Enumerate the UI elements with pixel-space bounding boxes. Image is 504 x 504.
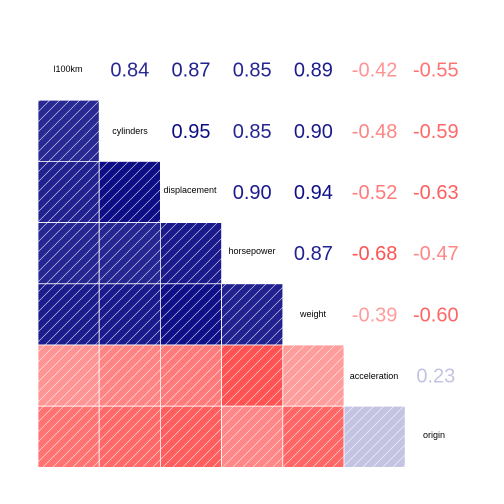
- coef-horsepower-weight: 0.87: [294, 243, 333, 265]
- cell-hatching: [99, 161, 161, 223]
- cell-hatching: [38, 345, 100, 407]
- coef-acceleration-origin: 0.23: [416, 366, 455, 388]
- diagonal-label-weight: weight: [299, 309, 327, 319]
- diagonal-label-cylinders: cylinders: [112, 126, 148, 136]
- cell-hatching: [99, 406, 161, 468]
- coef-l100km-acceleration: -0.42: [352, 60, 398, 82]
- cell-acceleration-horsepower: [221, 344, 284, 407]
- cell-hatching: [38, 283, 100, 345]
- coef-weight-origin: -0.60: [413, 304, 459, 326]
- diagonal-labels: l100km cylinders displacement horsepower…: [53, 64, 445, 440]
- cell-weight-l100km: [37, 283, 100, 346]
- cell-displacement-cylinders: [98, 160, 161, 223]
- coef-horsepower-origin: -0.47: [413, 243, 459, 265]
- diagonal-label-origin: origin: [423, 430, 445, 440]
- coef-weight-acceleration: -0.39: [352, 304, 398, 326]
- cell-hatching: [38, 406, 100, 468]
- coef-l100km-weight: 0.89: [294, 60, 333, 82]
- cell-acceleration-displacement: [159, 344, 222, 407]
- cell-origin-acceleration: [343, 405, 406, 468]
- cell-hatching: [344, 406, 406, 468]
- cell-hatching: [38, 161, 100, 223]
- lower-triangle-cells: [37, 99, 406, 468]
- cell-weight-cylinders: [98, 283, 161, 346]
- cell-hatching: [282, 406, 344, 468]
- cell-hatching: [99, 283, 161, 345]
- coef-displacement-origin: -0.63: [413, 182, 459, 204]
- upper-triangle-coefficients: 0.84 0.87 0.85 0.89 -0.42 -0.55 0.95 0.85 0.90 -0…: [110, 60, 458, 388]
- cell-weight-displacement: [159, 283, 222, 346]
- cell-hatching: [282, 345, 344, 407]
- coef-l100km-horsepower: 0.85: [233, 60, 272, 82]
- cell-origin-displacement: [159, 405, 222, 468]
- coef-cylinders-weight: 0.90: [294, 121, 333, 143]
- cell-hatching: [160, 406, 222, 468]
- cell-hatching: [221, 345, 283, 407]
- coef-displacement-horsepower: 0.90: [233, 182, 272, 204]
- cell-origin-weight: [282, 405, 345, 468]
- coef-cylinders-displacement: 0.95: [172, 121, 211, 143]
- cell-cylinders-l100km: [37, 99, 100, 162]
- cell-horsepower-cylinders: [98, 222, 161, 285]
- diagonal-label-l100km: l100km: [53, 64, 82, 74]
- cell-hatching: [221, 406, 283, 468]
- cell-origin-cylinders: [98, 405, 161, 468]
- coef-l100km-displacement: 0.87: [172, 60, 211, 82]
- cell-displacement-l100km: [37, 160, 100, 223]
- coef-displacement-weight: 0.94: [294, 182, 333, 204]
- cell-acceleration-l100km: [37, 344, 100, 407]
- cell-horsepower-displacement: [159, 222, 222, 285]
- cell-hatching: [38, 222, 100, 284]
- coef-horsepower-acceleration: -0.68: [352, 243, 398, 265]
- cell-hatching: [160, 222, 222, 284]
- cell-hatching: [38, 100, 100, 162]
- cell-hatching: [221, 283, 283, 345]
- coef-cylinders-origin: -0.59: [413, 121, 459, 143]
- coef-cylinders-acceleration: -0.48: [352, 121, 398, 143]
- diagonal-label-acceleration: acceleration: [350, 371, 399, 381]
- diagonal-label-displacement: displacement: [163, 185, 217, 195]
- coef-l100km-cylinders: 0.84: [110, 60, 149, 82]
- cell-acceleration-cylinders: [98, 344, 161, 407]
- cell-origin-l100km: [37, 405, 100, 468]
- cell-hatching: [160, 345, 222, 407]
- cell-weight-horsepower: [221, 283, 284, 346]
- cell-acceleration-weight: [282, 344, 345, 407]
- cell-hatching: [99, 345, 161, 407]
- diagonal-label-horsepower: horsepower: [228, 246, 275, 256]
- coef-cylinders-horsepower: 0.85: [233, 121, 272, 143]
- coef-displacement-acceleration: -0.52: [352, 182, 398, 204]
- cell-horsepower-l100km: [37, 222, 100, 285]
- cell-hatching: [160, 283, 222, 345]
- coef-l100km-origin: -0.55: [413, 60, 459, 82]
- cell-origin-horsepower: [221, 405, 284, 468]
- cell-hatching: [99, 222, 161, 284]
